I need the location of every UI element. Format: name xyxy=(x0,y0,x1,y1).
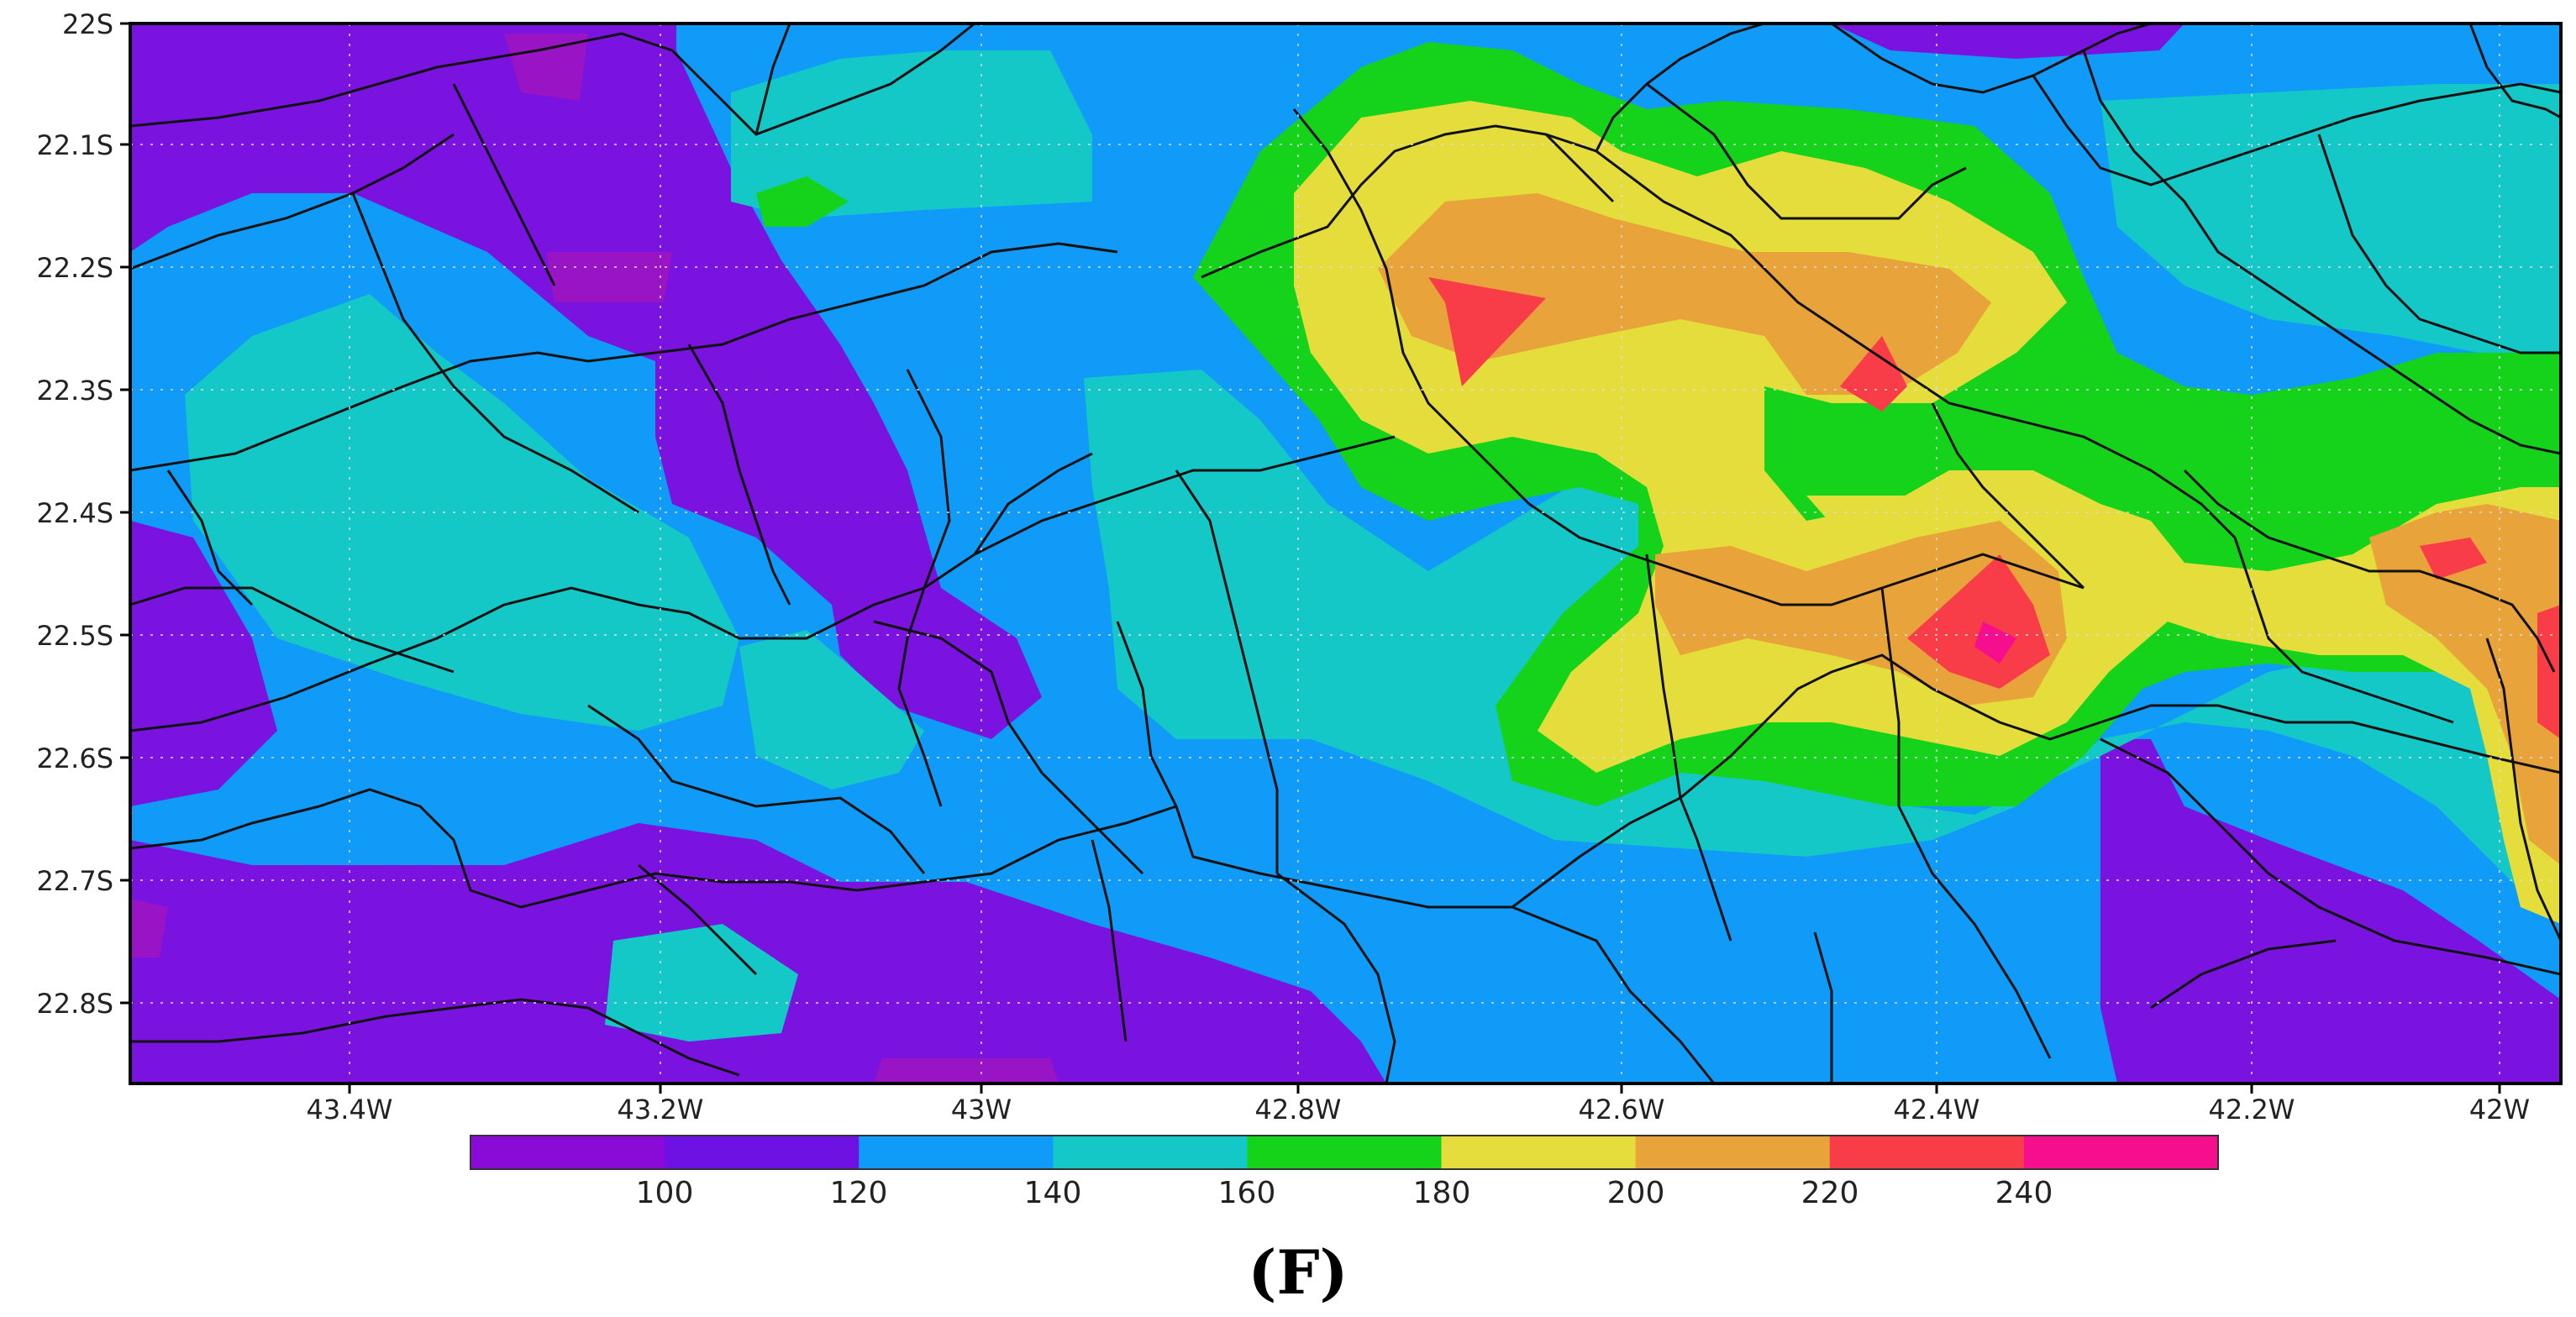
plot-frame xyxy=(129,22,2563,1085)
lat-label: 22.6S xyxy=(36,742,113,774)
panel-label: (F) xyxy=(1248,1236,1348,1308)
colorbar-swatch xyxy=(665,1136,860,1169)
lat-label: 22.3S xyxy=(36,375,113,407)
lat-label: 22.4S xyxy=(36,497,113,529)
graticule xyxy=(130,24,2561,1084)
colorbar-swatch xyxy=(471,1136,665,1169)
lat-label: 22.2S xyxy=(36,252,113,284)
lat-label: 22S xyxy=(62,8,113,40)
colorbar-label: 200 xyxy=(1607,1176,1665,1210)
lon-label: 43.4W xyxy=(307,1094,393,1125)
colorbar-label: 120 xyxy=(830,1176,888,1210)
axis-tick-marks xyxy=(120,22,2501,1094)
lon-label: 43W xyxy=(951,1094,1012,1125)
colorbar-label: 180 xyxy=(1413,1176,1471,1210)
colorbar-label: 240 xyxy=(1995,1176,2053,1210)
latitude-axis: 22S 22.1S 22.2S 22.3S 22.4S 22.5S 22.6S … xyxy=(36,8,113,1020)
colorbar-frame xyxy=(470,1135,2219,1170)
contour-140-160 xyxy=(185,50,2561,1042)
longitude-axis: 43.4W 43.2W 43W 42.8W 42.6W 42.4W 42.2W … xyxy=(307,1094,2531,1125)
lon-label: 42.8W xyxy=(1255,1094,1342,1125)
colorbar-swatch xyxy=(1053,1136,1248,1169)
contour-220-240 xyxy=(1428,277,2561,739)
lat-label: 22.8S xyxy=(36,988,113,1020)
municipal-boundaries xyxy=(130,24,2561,1084)
lat-label: 22.7S xyxy=(36,865,113,897)
lat-label: 22.1S xyxy=(36,129,113,161)
colorbar: 100 120 140 160 180 200 220 240 xyxy=(470,1135,2219,1210)
colorbar-swatch xyxy=(1829,1136,2025,1169)
colorbar-swatch xyxy=(859,1136,1054,1169)
lat-label: 22.5S xyxy=(36,620,113,652)
lon-label: 42.2W xyxy=(2209,1094,2295,1125)
colorbar-swatch xyxy=(1247,1136,1443,1169)
lon-label: 42W xyxy=(2469,1094,2530,1125)
colorbar-label: 160 xyxy=(1218,1176,1276,1210)
colorbar-swatch xyxy=(1635,1136,1831,1169)
lon-label: 42.6W xyxy=(1579,1094,1665,1125)
colorbar-swatches xyxy=(471,1136,2219,1169)
lon-label: 43.2W xyxy=(618,1094,704,1125)
colorbar-label: 100 xyxy=(636,1176,694,1210)
contour-layers xyxy=(130,24,2561,1084)
colorbar-swatch xyxy=(1441,1136,1637,1169)
contour-240-plus xyxy=(1974,622,2016,664)
colorbar-label: 220 xyxy=(1801,1176,1859,1210)
contour-80-100 xyxy=(130,34,1059,1084)
colorbar-label: 140 xyxy=(1024,1176,1082,1210)
colorbar-swatch xyxy=(2023,1136,2219,1169)
colorbar-labels: 100 120 140 160 180 200 220 240 xyxy=(636,1176,2053,1210)
lon-label: 42.4W xyxy=(1894,1094,1980,1125)
